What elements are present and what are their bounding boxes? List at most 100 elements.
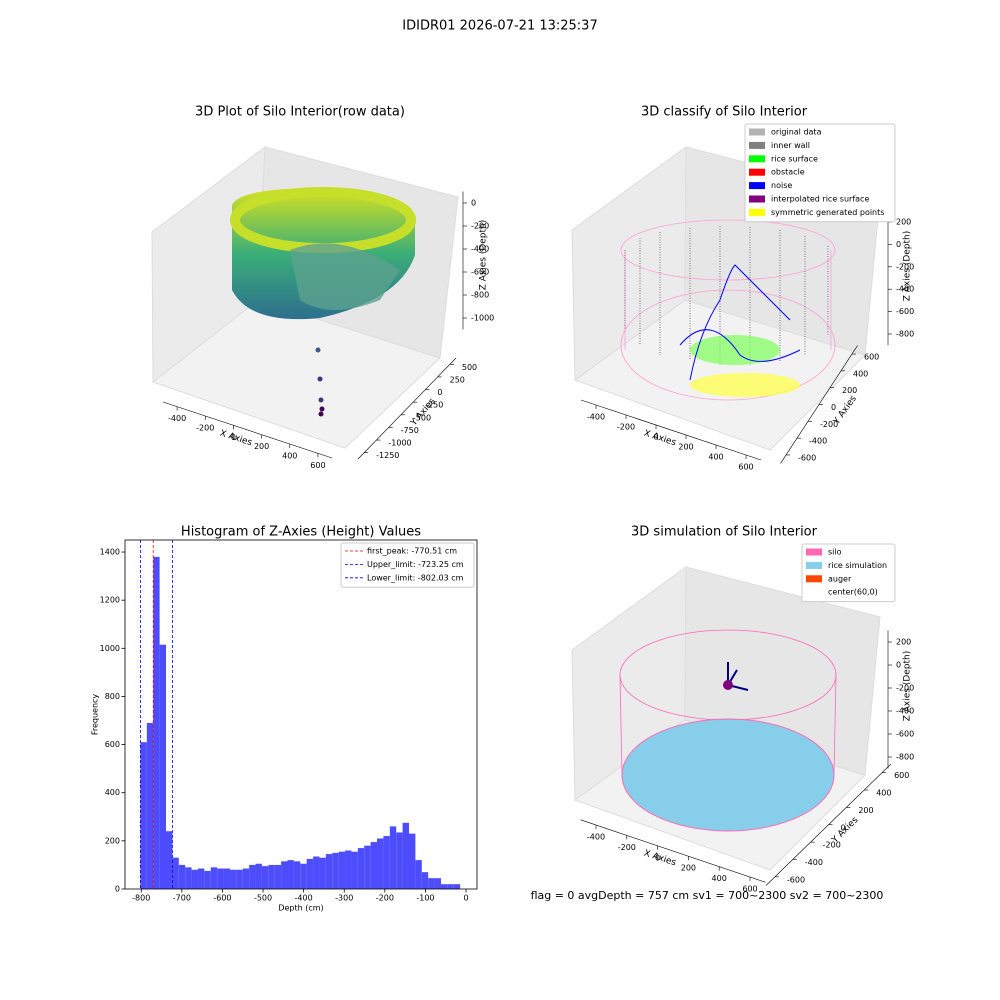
z-tick-label: -200	[896, 684, 914, 693]
legend-label: rice simulation	[828, 561, 887, 570]
x-tick-label: -200	[617, 423, 635, 432]
z-tick-label: -600	[896, 307, 914, 316]
legend-swatch	[749, 141, 765, 149]
chart-title: 3D simulation of Silo Interior	[631, 525, 818, 540]
bar	[185, 867, 192, 889]
x-tick-label: -300	[335, 894, 353, 903]
bar	[159, 644, 167, 889]
y-tick-label: 200	[858, 806, 873, 815]
bar	[281, 861, 288, 889]
panel-1-panes	[151, 145, 459, 449]
y-tick-label: 800	[105, 692, 120, 701]
x-tick-label: -700	[173, 894, 191, 903]
status-footer: flag = 0 avgDepth = 757 cm sv1 = 700~230…	[531, 889, 884, 902]
bar	[210, 867, 218, 889]
figure-title: IDIDR01 2026-07-21 13:25:37	[402, 19, 597, 34]
legend-label: Upper_limit: -723.25 cm	[367, 560, 464, 569]
x-tick-label: -100	[416, 894, 434, 903]
x-tick-label: 0	[231, 433, 236, 442]
y-tick-label: 400	[105, 788, 120, 797]
bar	[440, 884, 448, 889]
y-tick-label: 600	[894, 771, 909, 780]
x-tick-label: -400	[587, 833, 605, 842]
x-tick-label: 200	[681, 864, 696, 873]
y-tick-label: -400	[809, 437, 827, 446]
bar	[223, 868, 230, 889]
x-tick-label: 0	[463, 894, 468, 903]
y-tick-label: 200	[105, 836, 120, 845]
x-tick-label: 400	[708, 453, 723, 462]
bar	[370, 842, 378, 889]
z-axis-label: Z Axies (Depth)	[479, 220, 489, 291]
legend-swatch	[806, 548, 822, 556]
y-tick-label: -1000	[388, 439, 411, 448]
y-axis-line	[357, 357, 457, 460]
legend-swatch	[749, 195, 765, 203]
bar	[293, 861, 301, 889]
z-tick-label: -400	[896, 707, 914, 716]
y-tick-label: 0	[115, 885, 120, 894]
legend-label: Lower_limit: -802.03 cm	[367, 573, 464, 582]
y-tick-label: 250	[450, 375, 465, 384]
y-tick-label: -400	[805, 858, 823, 867]
y-tick-label: 400	[876, 789, 891, 798]
x-axis-line	[580, 819, 766, 883]
z-tick-label: -400	[896, 285, 914, 294]
legend-label: interpolated rice surface	[771, 195, 869, 204]
z-axis-label: Z Axies (Depth)	[903, 651, 913, 722]
plot-frame	[124, 539, 478, 890]
bar	[172, 857, 179, 889]
y-tick-label: 600	[105, 740, 120, 749]
x-tick-label: 600	[738, 463, 753, 472]
bar	[274, 864, 282, 889]
y-tick-label: 0	[437, 388, 442, 397]
bar	[140, 742, 147, 889]
bar	[383, 836, 390, 889]
bar	[153, 556, 160, 889]
bar	[325, 854, 333, 889]
z-tick-label: 200	[896, 218, 911, 227]
bar	[217, 868, 224, 889]
legend-swatch	[806, 561, 822, 569]
z-tick-label: -400	[471, 245, 489, 254]
bar	[402, 822, 409, 889]
y-tick-label: 1400	[100, 548, 120, 557]
legend-label: silo	[828, 548, 842, 557]
bar	[146, 722, 154, 889]
bar	[178, 864, 186, 889]
bar	[242, 868, 250, 889]
panel-4-panes	[571, 566, 881, 871]
z-tick-label: -200	[896, 262, 914, 271]
z-tick-label: -800	[896, 330, 914, 339]
x-axis-label: Depth (cm)	[278, 904, 323, 913]
x-tick-label: 400	[712, 874, 727, 883]
bar	[197, 868, 205, 889]
legend-label: rice surface	[771, 154, 818, 163]
bar	[261, 866, 269, 889]
x-tick-label: 600	[310, 461, 325, 470]
y-tick-label: -250	[425, 401, 443, 410]
bar	[332, 852, 339, 889]
legend-label: original data	[771, 128, 822, 137]
x-tick-label: -800	[132, 894, 150, 903]
x-axis-line	[580, 399, 762, 461]
legend-swatch	[749, 155, 765, 163]
legend-label: first_peak: -770.51 cm	[367, 547, 457, 556]
bar	[345, 850, 352, 889]
legend-box	[340, 542, 475, 588]
legend-box	[801, 543, 896, 603]
x-tick-label: -600	[213, 894, 231, 903]
bar	[428, 878, 435, 889]
y-tick-label: -200	[823, 841, 841, 850]
x-tick-label: 400	[282, 452, 297, 461]
chart-title: 3D Plot of Silo Interior(row data)	[195, 105, 405, 120]
y-tick-label: -600	[787, 875, 805, 884]
z-tick-label: -800	[471, 291, 489, 300]
y-tick-label: 1000	[100, 644, 120, 653]
z-tick-label: -1000	[471, 314, 494, 323]
bar	[364, 845, 371, 889]
x-tick-label: -200	[618, 843, 636, 852]
x-tick-label: -200	[376, 894, 394, 903]
legend-swatch	[749, 168, 765, 176]
bar	[287, 860, 294, 889]
